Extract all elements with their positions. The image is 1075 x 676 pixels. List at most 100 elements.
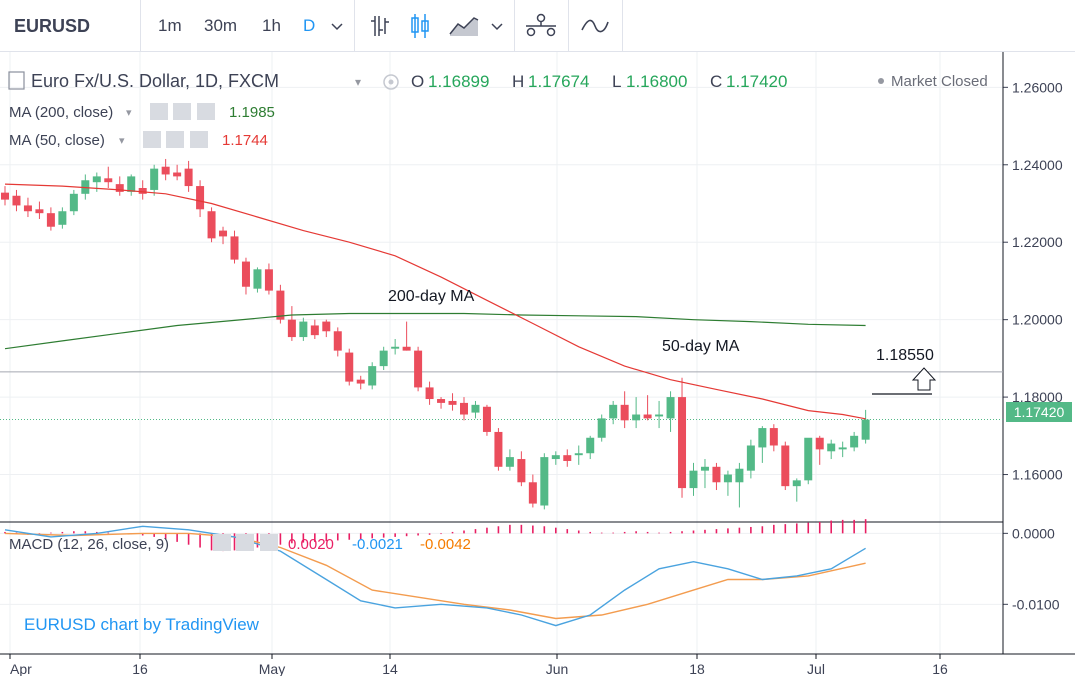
price-tick-label: 1.24000: [1012, 157, 1063, 173]
interval-1h-button[interactable]: 1h: [262, 16, 281, 35]
macd-legend-label[interactable]: MACD (12, 26, close, 9): [9, 536, 169, 553]
candle-body: [735, 468, 744, 483]
candle-body: [23, 205, 32, 212]
time-tick-label: May: [259, 661, 285, 676]
last-price-label: 1.17420: [1014, 404, 1065, 420]
eye-icon-pupil: [388, 79, 394, 85]
time-tick-label: 18: [689, 661, 705, 676]
gear-icon[interactable]: [236, 534, 254, 551]
close-icon[interactable]: [190, 131, 208, 148]
candle-body: [333, 331, 342, 351]
candle-body: [230, 236, 239, 260]
toolbar-divider: [140, 0, 141, 52]
time-tick-label: Apr: [10, 661, 32, 676]
chevron-down-icon[interactable]: ▾: [355, 75, 361, 89]
candle-body: [861, 419, 870, 440]
interval-1m-button[interactable]: 1m: [158, 16, 182, 35]
interval-d-button[interactable]: D: [303, 16, 316, 35]
candle-style-icon[interactable]: [408, 12, 432, 40]
ma200-legend-value: 1.1985: [229, 104, 275, 121]
interval-30m-button[interactable]: 30m: [204, 16, 238, 35]
series-title[interactable]: Euro Fx/U.S. Dollar, 1D, FXCM: [31, 71, 279, 91]
market-status-dot: [878, 78, 884, 84]
eye-icon[interactable]: [383, 74, 399, 90]
toolbar-divider: [622, 0, 623, 52]
candle-body: [150, 168, 159, 190]
candle-body: [746, 445, 755, 471]
candle-body: [310, 325, 319, 336]
candle-body: [92, 176, 101, 183]
ma50-legend-value: 1.1744: [222, 132, 268, 149]
ma200-legend-label[interactable]: MA (200, close): [9, 104, 113, 121]
price-chart[interactable]: 1.26000 1.24000 1.22000 1.20000 1.18000 1.160…: [0, 52, 1075, 676]
candle-body: [482, 406, 491, 432]
eye-icon[interactable]: [213, 534, 231, 551]
candle-body: [69, 193, 78, 212]
moving-average-lines: [4, 183, 866, 420]
ma50-legend: MA (50, close) ▾ 1.1744: [9, 131, 268, 149]
macd-line: [4, 525, 866, 627]
symbol-search-button[interactable]: EURUSD: [14, 16, 91, 36]
time-tick-label: 14: [382, 661, 398, 676]
eye-icon[interactable]: [150, 103, 168, 120]
close-icon[interactable]: [197, 103, 215, 120]
toolbar-divider: [514, 0, 515, 52]
candle-body: [528, 482, 537, 504]
indicators-icon[interactable]: [524, 12, 558, 40]
candle-body: [551, 455, 560, 460]
price-tick-label: 1.26000: [1012, 79, 1063, 95]
low-label: L: [612, 72, 621, 91]
macd-line-value: -0.0021: [352, 536, 403, 553]
gear-icon[interactable]: [166, 131, 184, 148]
candle-body: [792, 480, 801, 487]
price-tick-label: 1.18000: [1012, 389, 1063, 405]
chevron-down-icon[interactable]: [490, 12, 504, 40]
ma200-annotation: 200-day MA: [388, 288, 475, 305]
last-price-badge: [1006, 402, 1072, 422]
chevron-down-icon[interactable]: ▾: [126, 107, 132, 119]
candle-body: [391, 346, 400, 349]
ma50-annotation: 50-day MA: [662, 338, 740, 355]
macd-legend: MACD (12, 26, close, 9) 0.0020 -0.0021 -…: [9, 534, 471, 553]
series-square-icon: [8, 71, 25, 90]
candle-body: [264, 269, 273, 291]
eye-icon[interactable]: [143, 131, 161, 148]
ma50-legend-label[interactable]: MA (50, close): [9, 132, 105, 149]
candle-body: [356, 379, 365, 384]
bar-style-icon[interactable]: [368, 12, 392, 40]
candle-body: [437, 399, 446, 403]
low-value: 1.16800: [626, 72, 687, 91]
horizontal-levels: [0, 371, 1003, 421]
candle-body: [299, 321, 308, 338]
candle-body: [138, 188, 147, 194]
chevron-down-icon[interactable]: [330, 12, 344, 40]
chevron-down-icon[interactable]: ▾: [119, 135, 125, 147]
candle-body: [276, 290, 285, 320]
candle-body: [448, 400, 457, 405]
candle-body: [253, 269, 262, 289]
candle-body: [494, 431, 503, 467]
candle-body: [643, 414, 652, 419]
candle-body: [850, 435, 859, 448]
candle-body: [689, 470, 698, 489]
candle-body: [414, 350, 423, 388]
ma200-legend: MA (200, close) ▾ 1.1985: [9, 103, 275, 121]
area-style-icon[interactable]: [448, 12, 480, 40]
candle-body: [712, 466, 721, 483]
gear-icon[interactable]: [173, 103, 191, 120]
compare-icon[interactable]: [580, 12, 610, 40]
candle-body: [460, 402, 468, 415]
candle-body: [173, 172, 182, 177]
candle-body: [402, 346, 411, 351]
candle-body: [368, 366, 377, 386]
macd-histogram-value: 0.0020: [288, 536, 334, 553]
macd-signal-line: [4, 532, 866, 620]
candle-body: [597, 418, 606, 438]
time-tick-label: Jun: [546, 661, 569, 676]
price-tick-label: 1.22000: [1012, 234, 1063, 250]
close-icon[interactable]: [260, 534, 278, 551]
candle-body: [115, 184, 124, 192]
candle-body: [12, 195, 21, 206]
open-label: O: [411, 72, 424, 91]
candle-body: [35, 209, 44, 214]
